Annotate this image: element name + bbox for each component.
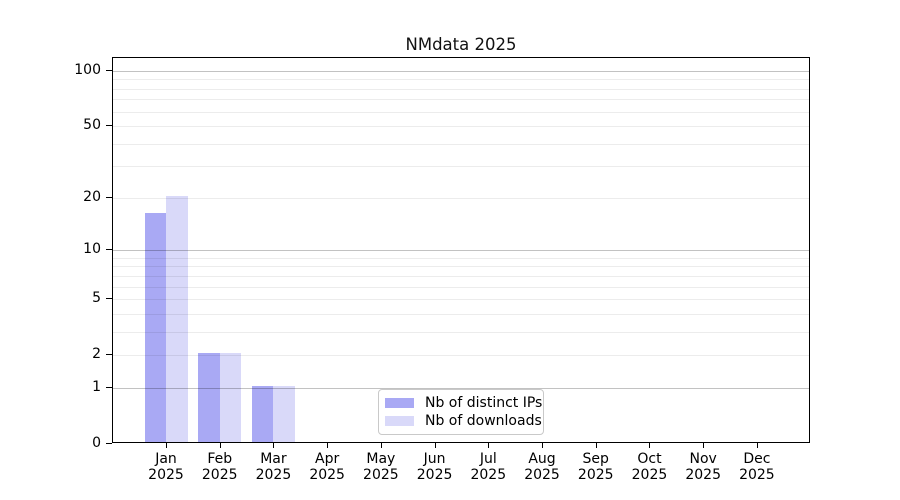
gridline-minor [113, 286, 809, 288]
gridline-minor [113, 275, 809, 277]
x-tick-label: Jul 2025 [470, 451, 507, 483]
plot-area [112, 57, 810, 443]
gridline-minor [113, 266, 809, 268]
x-tick-mark [166, 443, 167, 448]
legend-label: Nb of downloads [425, 413, 542, 430]
gridline-minor [113, 88, 809, 90]
x-tick-label: Jan 2025 [148, 451, 184, 483]
chart-title: NMdata 2025 [405, 35, 517, 54]
x-tick-mark [327, 443, 329, 448]
gridline-major [113, 71, 809, 72]
gridline-minor [113, 299, 809, 301]
gridline-minor [113, 99, 809, 101]
x-tick-label: May 2025 [363, 451, 399, 483]
y-tick-label: 5 [92, 290, 101, 307]
legend-swatch-distinct-ips [385, 397, 414, 408]
y-tick-mark [106, 196, 112, 198]
x-tick-label: Oct 2025 [631, 451, 668, 483]
x-tick-label: Dec 2025 [739, 451, 775, 483]
x-tick-mark [488, 443, 490, 448]
y-tick-mark [106, 125, 112, 127]
bar-downloads [219, 353, 242, 442]
y-tick-mark [106, 443, 112, 444]
x-tick-label: Apr 2025 [309, 451, 345, 483]
bar-downloads [273, 385, 295, 442]
x-tick-label: Aug 2025 [524, 451, 560, 483]
x-tick-mark [273, 443, 275, 448]
gridline-minor [113, 143, 809, 145]
y-tick-mark [106, 249, 112, 251]
y-tick-label: 50 [83, 117, 101, 134]
y-tick-label: 2 [92, 346, 101, 363]
legend-swatch-downloads [385, 416, 414, 427]
x-tick-mark [595, 443, 597, 448]
x-tick-mark [542, 443, 544, 448]
y-tick-mark [106, 70, 112, 71]
x-tick-label: Feb 2025 [201, 451, 238, 483]
legend-label: Nb of distinct IPs [425, 394, 543, 411]
x-tick-label: Jun 2025 [416, 451, 453, 483]
legend-item: Nb of distinct IPs [385, 395, 543, 411]
x-tick-mark [380, 443, 382, 448]
y-tick-label: 10 [83, 241, 101, 258]
x-tick-mark [434, 443, 436, 448]
x-tick-mark [649, 443, 651, 448]
gridline-minor [113, 166, 809, 168]
bar-distinct-ips [144, 213, 166, 442]
x-tick-mark [703, 443, 705, 448]
y-tick-mark [106, 298, 112, 300]
gridline-minor [113, 79, 809, 81]
y-tick-label: 20 [83, 188, 101, 205]
bar-distinct-ips [251, 385, 274, 442]
gridline-minor [113, 126, 809, 128]
gridline-minor [113, 197, 809, 199]
gridline-minor [113, 355, 809, 357]
gridline-minor [113, 111, 809, 113]
gridline-minor [113, 331, 809, 333]
x-tick-mark [756, 443, 758, 448]
legend: Nb of distinct IPs Nb of downloads [378, 389, 544, 435]
gridline-minor [113, 257, 809, 259]
gridline-minor [113, 313, 809, 315]
y-tick-mark [106, 354, 112, 356]
y-tick-label: 100 [74, 62, 101, 78]
gridline-major [113, 387, 809, 389]
x-tick-label: Nov 2025 [685, 451, 721, 483]
x-tick-label: Mar 2025 [255, 451, 292, 483]
x-tick-label: Sep 2025 [577, 451, 614, 483]
y-tick-mark [106, 386, 112, 388]
bar-distinct-ips [198, 353, 220, 442]
y-tick-label: 0 [92, 435, 101, 451]
y-tick-label: 1 [92, 378, 101, 395]
bar-downloads [166, 195, 188, 442]
legend-item: Nb of downloads [385, 413, 543, 429]
gridline-major [113, 250, 809, 252]
x-tick-mark [219, 443, 221, 448]
